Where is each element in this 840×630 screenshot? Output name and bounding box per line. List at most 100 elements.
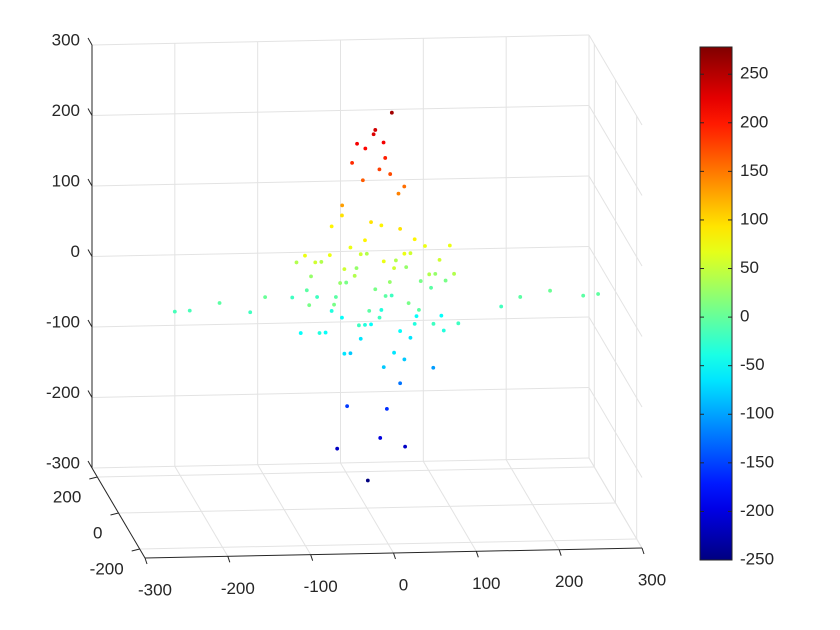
colorbar-tick-label: -200: [740, 501, 774, 520]
point: [417, 308, 421, 312]
grid-line: [97, 466, 595, 478]
grid-line: [588, 457, 643, 549]
point: [319, 260, 324, 264]
point: [355, 141, 359, 146]
point: [340, 213, 344, 218]
z-tick: [87, 319, 93, 328]
y-tick-label: -200: [90, 559, 124, 578]
point: [429, 285, 433, 290]
x-tick-label: -200: [221, 579, 255, 598]
grid-line: [91, 105, 590, 116]
point: [335, 446, 340, 451]
points: [172, 110, 601, 483]
point: [548, 288, 552, 293]
point: [358, 336, 363, 341]
point: [383, 156, 388, 160]
x-tick-label: 200: [555, 572, 583, 591]
colorbar-tick-label: -250: [740, 549, 774, 568]
point: [402, 184, 407, 189]
x-tick: [393, 552, 396, 560]
z-tick-label: 200: [52, 101, 80, 120]
point: [364, 251, 369, 256]
point: [369, 322, 373, 327]
axes: -300 -200 -100 0 100 200 300 -200 0 200 -300 -200 -1…: [46, 30, 666, 599]
x-tick: [641, 547, 645, 555]
point: [408, 251, 413, 256]
grid-line: [588, 175, 643, 267]
point: [248, 310, 253, 315]
point: [172, 309, 177, 314]
colorbar: -250 -200 -150 -100 -50 0 50 100 150 200 250: [699, 46, 774, 568]
y-tick: [89, 476, 98, 480]
z-tick: [87, 108, 93, 116]
point: [369, 220, 373, 225]
x-tick: [310, 554, 314, 561]
point: [313, 260, 318, 265]
point: [381, 365, 386, 370]
point: [392, 266, 396, 271]
grid-line: [91, 316, 590, 328]
point: [389, 110, 394, 115]
z-tick-label: 100: [52, 171, 80, 190]
point: [373, 128, 378, 132]
grid-line: [91, 457, 590, 469]
point: [393, 258, 398, 263]
point: [383, 294, 388, 298]
x-tick: [558, 549, 562, 556]
point: [263, 295, 268, 300]
point: [406, 301, 411, 306]
y-tick: [110, 512, 119, 516]
point: [371, 132, 376, 137]
point: [327, 253, 332, 258]
z-tick: [87, 390, 93, 398]
x-tick-label: 300: [638, 570, 666, 589]
point: [315, 295, 320, 299]
grid-line: [588, 105, 643, 196]
point: [340, 203, 345, 208]
x-tick-label: 100: [472, 574, 500, 593]
z-tick: [87, 37, 93, 46]
point: [348, 351, 353, 356]
point: [418, 279, 423, 283]
z-tick-label: -300: [46, 453, 80, 472]
grid-line: [588, 316, 643, 408]
x-tick: [144, 557, 148, 565]
point: [317, 331, 322, 335]
point: [363, 238, 367, 243]
point: [348, 245, 353, 250]
point: [387, 280, 392, 284]
point: [367, 309, 372, 313]
point: [323, 330, 328, 335]
x-tick: [227, 556, 231, 563]
point: [398, 381, 403, 386]
grid-line: [588, 387, 643, 478]
x-tick-label: -300: [138, 580, 172, 599]
point: [423, 244, 427, 248]
point: [350, 160, 354, 165]
point: [342, 267, 347, 272]
point: [303, 253, 307, 258]
point: [433, 271, 438, 276]
point: [378, 436, 383, 440]
z-tick: [87, 249, 93, 257]
colorbar-tick-label: -100: [740, 404, 774, 423]
point: [290, 295, 295, 300]
point: [499, 304, 504, 309]
point: [373, 287, 378, 292]
point: [363, 322, 367, 327]
point: [294, 260, 299, 265]
point: [304, 288, 309, 293]
point: [412, 237, 417, 242]
colorbar-tick-label: 250: [740, 64, 768, 83]
point: [456, 321, 461, 326]
grid-line: [91, 246, 590, 257]
point: [439, 313, 444, 318]
point: [379, 308, 384, 312]
point: [377, 167, 382, 172]
grid-line: [91, 34, 590, 46]
point: [338, 281, 343, 285]
point: [518, 295, 523, 299]
point: [329, 224, 334, 229]
point: [365, 478, 370, 483]
point: [402, 357, 407, 362]
